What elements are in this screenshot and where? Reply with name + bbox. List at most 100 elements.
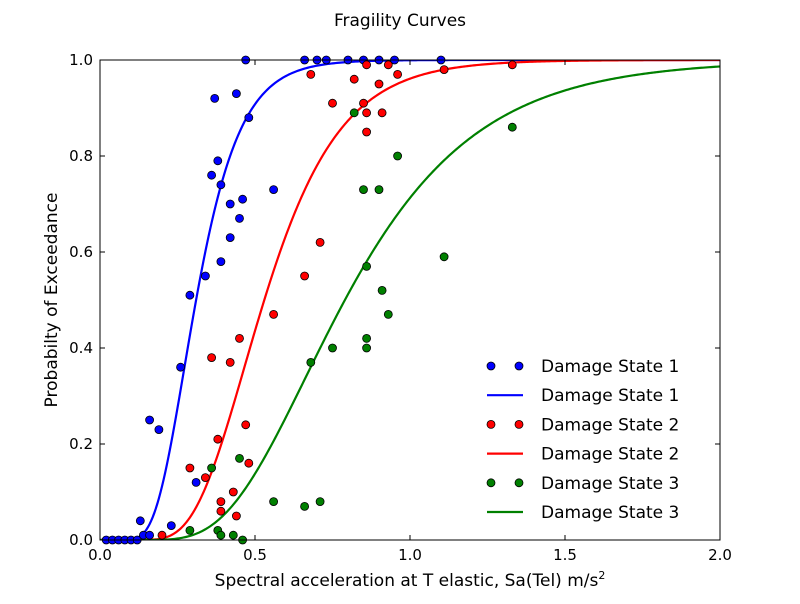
- data-point: [362, 333, 372, 343]
- data-point: [328, 343, 337, 353]
- data-point: [383, 60, 393, 70]
- data-point: [191, 477, 201, 487]
- data-point: [235, 453, 244, 463]
- legend-marker-point: [514, 361, 524, 371]
- data-point: [362, 343, 372, 353]
- chart-title: Fragility Curves: [334, 11, 466, 31]
- data-point: [228, 530, 238, 540]
- data-point: [157, 530, 167, 540]
- data-point: [507, 60, 517, 70]
- data-point: [241, 420, 251, 430]
- y-tick-label: 0.2: [69, 435, 93, 453]
- data-point: [207, 353, 217, 363]
- data-point: [185, 526, 195, 535]
- fragility-curve-6: [100, 65, 720, 540]
- data-point: [383, 309, 393, 319]
- data-point: [225, 233, 235, 243]
- legend-label: Damage State 2: [541, 445, 679, 465]
- data-point: [507, 122, 517, 132]
- data-point: [216, 497, 226, 507]
- legend-marker-point: [514, 419, 524, 429]
- data-point: [377, 285, 387, 295]
- data-point: [145, 415, 155, 425]
- data-point: [216, 506, 226, 516]
- y-tick-label: 0.6: [69, 243, 93, 261]
- data-point: [154, 425, 164, 435]
- data-point: [166, 521, 176, 530]
- legend-label: Damage State 3: [541, 503, 679, 523]
- legend-label: Damage State 2: [541, 415, 679, 435]
- data-point: [349, 74, 359, 84]
- data-point: [185, 290, 195, 300]
- data-point: [374, 185, 384, 195]
- data-point: [362, 261, 372, 271]
- data-point: [300, 271, 310, 281]
- data-point: [362, 60, 372, 70]
- data-point: [269, 185, 279, 195]
- data-point: [377, 108, 387, 118]
- data-point: [216, 180, 226, 190]
- y-tick-label: 0.8: [69, 147, 93, 165]
- legend: Damage State 1 Damage State 1 Damage State…: [486, 357, 679, 523]
- data-point: [306, 70, 316, 79]
- data-point: [244, 113, 254, 122]
- legend-marker-point: [486, 361, 496, 371]
- legend-label: Damage State 1: [541, 357, 679, 377]
- data-point: [200, 473, 210, 483]
- data-point: [207, 170, 217, 180]
- data-point: [238, 194, 248, 204]
- data-point: [244, 458, 254, 468]
- data-point: [216, 530, 226, 540]
- data-point: [393, 70, 403, 79]
- y-tick-label: 0.4: [69, 339, 93, 357]
- data-point: [176, 362, 186, 372]
- legend-marker-point: [486, 419, 496, 429]
- data-point: [235, 213, 244, 223]
- points-layer: [101, 55, 517, 545]
- x-axis-label-main: Spectral acceleration at T elastic, Sa(T…: [215, 571, 599, 591]
- data-point: [200, 271, 210, 281]
- data-point: [216, 257, 226, 267]
- legend-label: Damage State 1: [541, 386, 679, 406]
- data-point: [315, 497, 325, 507]
- data-point: [393, 151, 403, 161]
- data-point: [185, 463, 195, 473]
- legend-marker-point: [486, 478, 496, 488]
- data-point: [306, 357, 316, 367]
- data-point: [213, 156, 223, 166]
- x-tick-label: 0.5: [243, 546, 267, 564]
- data-point: [362, 127, 372, 137]
- y-axis-label: Probabilty of Exceedance: [42, 193, 62, 408]
- data-point: [328, 98, 337, 108]
- data-point: [374, 79, 384, 89]
- data-point: [315, 237, 325, 247]
- x-tick-label: 1.5: [553, 546, 577, 564]
- plot-area: 0.0 0.5 1.0 1.5 2.0 0.0 0.2 0.4 0.6 0.8 1.0: [69, 51, 732, 564]
- y-tick-label: 0.0: [69, 531, 93, 549]
- data-point: [225, 199, 235, 209]
- x-tick-label: 2.0: [708, 546, 732, 564]
- data-point: [349, 108, 359, 118]
- x-tick-label: 0.0: [88, 546, 112, 564]
- data-point: [439, 65, 449, 74]
- data-point: [231, 89, 241, 98]
- data-point: [362, 108, 372, 118]
- data-point: [269, 309, 279, 319]
- data-point: [231, 511, 241, 521]
- x-axis-label: Spectral acceleration at T elastic, Sa(T…: [215, 569, 606, 591]
- data-point: [269, 497, 279, 507]
- legend-label: Damage State 3: [541, 474, 679, 494]
- data-point: [300, 501, 310, 511]
- data-point: [235, 333, 244, 343]
- legend-marker-point: [514, 478, 524, 488]
- data-point: [225, 357, 235, 367]
- data-point: [210, 94, 220, 103]
- data-point: [145, 530, 155, 540]
- data-point: [439, 252, 449, 262]
- data-point: [359, 98, 368, 108]
- data-point: [213, 434, 223, 444]
- data-point: [228, 487, 238, 497]
